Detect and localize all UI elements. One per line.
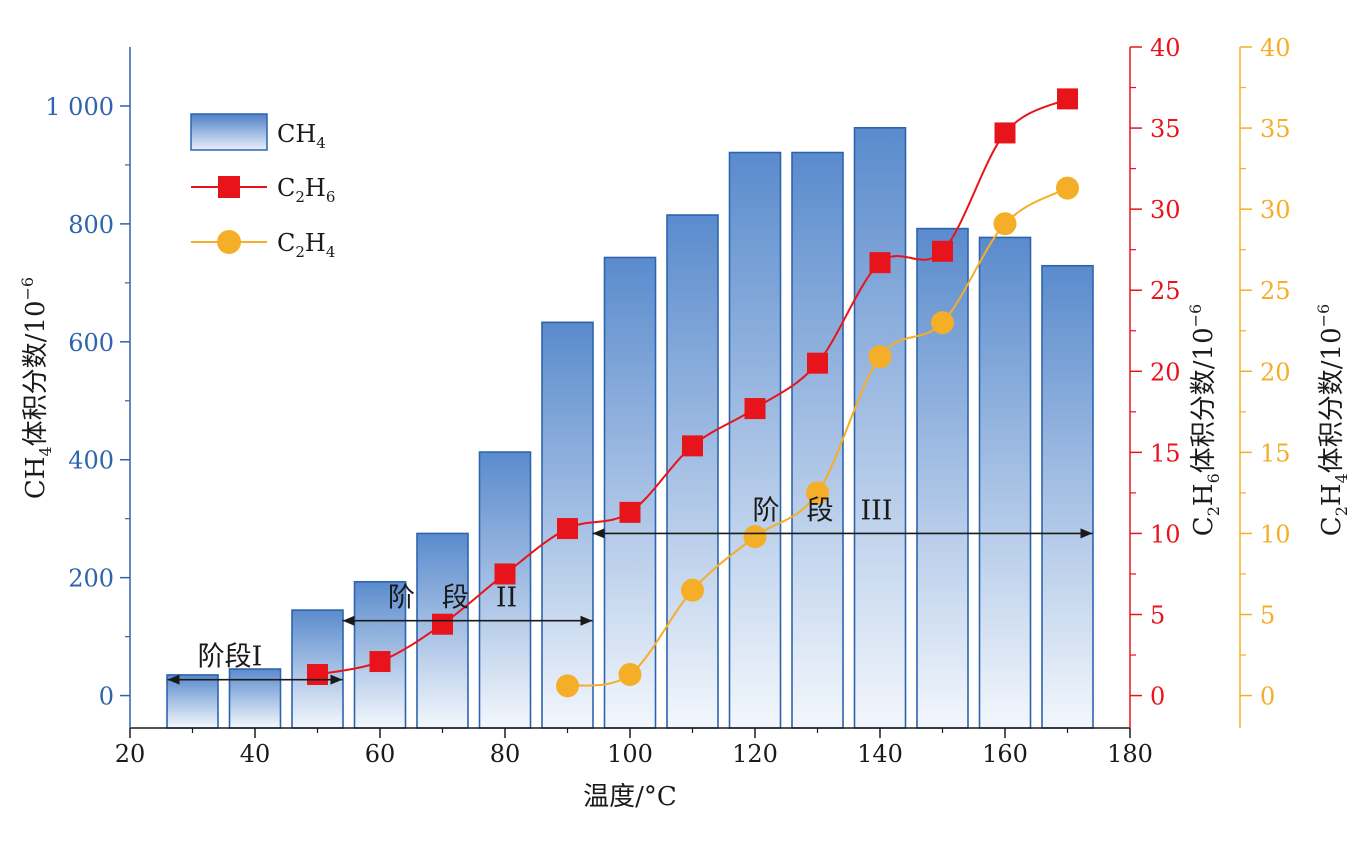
x-axis-title: 温度/°C xyxy=(583,782,677,812)
c2h4-point-110 xyxy=(681,578,704,602)
ch4-bar-40 xyxy=(228,668,282,729)
c2h6-point-140 xyxy=(869,252,891,274)
stage-label-2: 阶 段 II xyxy=(388,583,517,614)
stage-label-3: 阶 段 III xyxy=(753,495,893,526)
c2h4-point-170 xyxy=(1056,176,1079,200)
stage-arrowhead-right xyxy=(580,615,593,626)
right_axis_2-tick-label: 35 xyxy=(1260,115,1291,143)
stage-arrowhead-right xyxy=(330,674,343,685)
ch4-bar-140 xyxy=(853,126,907,729)
c2h6-point-160 xyxy=(994,122,1016,144)
series-lines xyxy=(307,88,1079,698)
c2h4-point-120 xyxy=(743,525,767,549)
x-tick-label: 180 xyxy=(1107,740,1153,768)
x-tick-label: 120 xyxy=(732,740,778,768)
ch4-bar-130 xyxy=(791,151,844,729)
right_axis_1-tick-label: 5 xyxy=(1150,602,1165,630)
legend-marker-c2h6 xyxy=(218,176,240,198)
stage-arrowhead-left xyxy=(342,615,355,626)
c2h6-point-170 xyxy=(1057,88,1078,110)
right_axis_1-tick-label: 20 xyxy=(1150,358,1181,386)
left-tick-label: 200 xyxy=(68,565,114,593)
ch4-bar-170 xyxy=(1041,264,1094,729)
ch4-bar-150 xyxy=(916,227,969,729)
right_axis_2-tick-label: 5 xyxy=(1260,602,1275,630)
right_axis_2-tick-label: 0 xyxy=(1260,683,1275,711)
legend-label-c2h4: C2H4 xyxy=(277,229,335,261)
stage-label-1: 阶段I xyxy=(198,642,263,673)
right_axis_1-tick-label: 10 xyxy=(1150,520,1181,548)
right_axis_1-tick-label: 15 xyxy=(1150,439,1181,467)
legend-label-ch4: CH4 xyxy=(277,120,326,152)
c2h6-point-80 xyxy=(494,563,516,585)
right_axis_1-tick-label: 35 xyxy=(1150,115,1181,143)
right_axis_1-tick-label: 0 xyxy=(1150,683,1165,711)
x-tick-label: 60 xyxy=(365,740,396,768)
stage-arrowhead-right xyxy=(1080,528,1093,539)
ch4-bar-120 xyxy=(728,151,782,729)
x-tick-label: 140 xyxy=(857,740,903,768)
right_axis_2-tick-label: 25 xyxy=(1260,277,1291,305)
right_axis_2-tick-label: 40 xyxy=(1260,34,1291,62)
x-tick-label: 20 xyxy=(115,740,146,768)
c2h4-point-130 xyxy=(806,481,829,505)
ch4-bar-100 xyxy=(603,256,657,729)
legend-marker-c2h4 xyxy=(217,230,241,254)
c2h4-point-150 xyxy=(931,311,954,335)
ch4-bar-80 xyxy=(478,451,532,729)
left-tick-label: 600 xyxy=(68,329,114,357)
left-tick-label: 0 xyxy=(99,683,114,711)
x-tick-label: 160 xyxy=(982,740,1028,768)
left-tick-label: 800 xyxy=(68,211,114,239)
right_axis_2-tick-label: 30 xyxy=(1260,196,1291,224)
c2h6-point-60 xyxy=(369,651,391,673)
stage-arrowhead-left xyxy=(592,528,605,539)
left-axis-title: CH4体积分数/10−6 xyxy=(18,277,55,499)
ch4-bars xyxy=(166,126,1094,729)
c2h6-point-110 xyxy=(682,435,703,457)
axes: 20 40 60 80 100 120 140 160 180温度/°C020040060080… xyxy=(18,34,1351,812)
right_axis_2-axis-title: C2H4体积分数/10−6 xyxy=(1314,304,1351,536)
right_axis_1-tick-label: 40 xyxy=(1150,34,1181,62)
left-tick-label: 400 xyxy=(68,447,114,475)
legend-label-c2h6: C2H6 xyxy=(277,174,335,206)
stage-annotations: 阶段I 阶 段 II 阶 段 III xyxy=(167,495,1093,685)
x-tick-label: 40 xyxy=(240,740,271,768)
right_axis_1-axis-title: C2H6体积分数/10−6 xyxy=(1186,304,1223,536)
c2h4-point-140 xyxy=(868,345,892,369)
right_axis_1-tick-label: 30 xyxy=(1150,196,1181,224)
c2h6-point-100 xyxy=(619,501,641,523)
c2h6-point-70 xyxy=(432,613,453,635)
stage-arrowhead-left xyxy=(167,674,180,685)
x-tick-label: 80 xyxy=(490,740,521,768)
right_axis_2-tick-label: 10 xyxy=(1260,520,1291,548)
ch4-bar-160 xyxy=(978,236,1032,729)
c2h4-point-90 xyxy=(556,674,579,698)
x-tick-label: 100 xyxy=(607,740,653,768)
c2h6-point-120 xyxy=(744,398,766,420)
c2h4-point-100 xyxy=(618,662,642,686)
ch4-bar-30 xyxy=(166,674,219,729)
left-tick-label: 1 000 xyxy=(45,93,114,121)
c2h4-point-160 xyxy=(993,212,1017,236)
right_axis_2-tick-label: 20 xyxy=(1260,358,1291,386)
c2h6-point-50 xyxy=(307,663,328,685)
right_axis_1-tick-label: 25 xyxy=(1150,277,1181,305)
c2h6-point-150 xyxy=(932,240,953,262)
legend-swatch-ch4 xyxy=(190,113,268,151)
c2h6-point-130 xyxy=(807,352,828,374)
ch4-bar-110 xyxy=(666,214,719,729)
right_axis_2-tick-label: 15 xyxy=(1260,439,1291,467)
legend: CH4 C2H6 C2H4 xyxy=(190,113,335,261)
c2h6-point-90 xyxy=(557,518,578,540)
